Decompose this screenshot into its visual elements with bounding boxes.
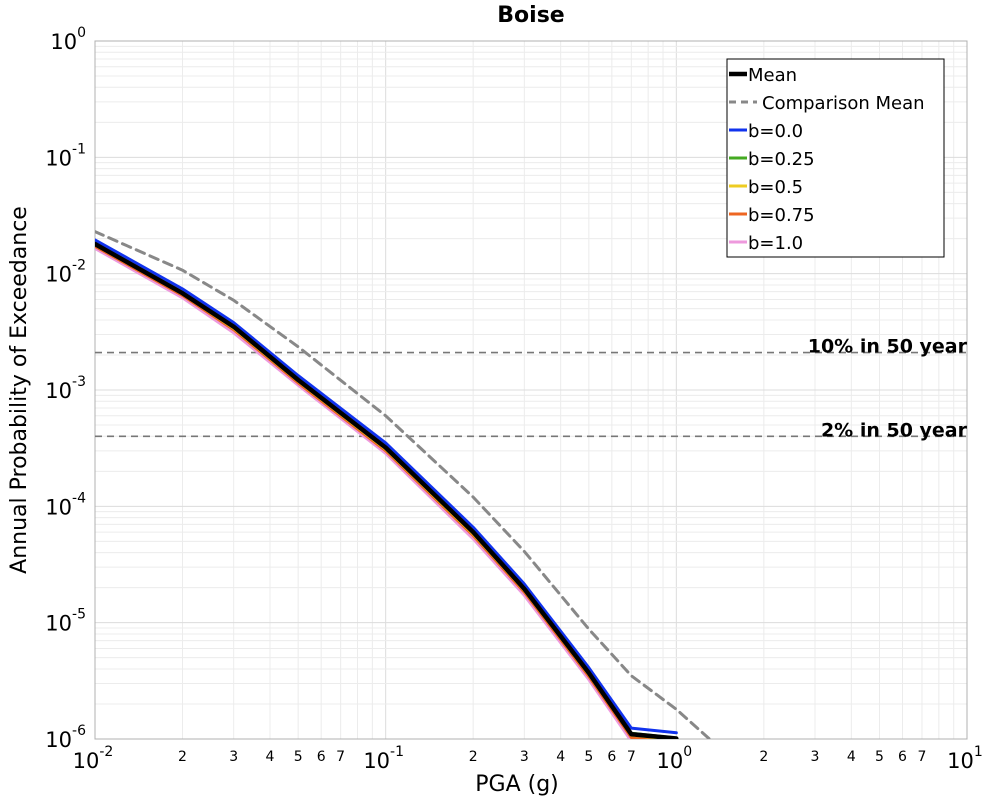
x-minor-tick-label: 2 xyxy=(178,749,187,765)
x-minor-tick-label: 6 xyxy=(898,749,907,765)
y-major-tick-label: 10-6 xyxy=(45,723,86,752)
x-major-tick-label: 101 xyxy=(947,744,983,773)
x-minor-tick-label: 5 xyxy=(875,749,884,765)
legend-box xyxy=(726,58,945,258)
y-major-tick-label: 10-1 xyxy=(45,141,86,170)
y-major-tick-label: 10-3 xyxy=(45,374,86,403)
chart-title: Boise xyxy=(497,3,564,28)
legend-entry: Mean xyxy=(748,65,797,86)
y-axis-label: Annual Probability of Exceedance xyxy=(7,206,32,574)
x-minor-tick-label: 4 xyxy=(847,749,856,765)
y-major-tick-label: 10-2 xyxy=(45,258,86,287)
x-minor-tick-label: 7 xyxy=(336,749,345,765)
x-minor-tick-label: 5 xyxy=(294,749,303,765)
x-minor-tick-label: 6 xyxy=(607,749,616,765)
series-line-mean xyxy=(95,241,679,739)
x-major-tick-label: 10-2 xyxy=(73,744,114,773)
series-line-b-1-0 xyxy=(95,246,632,739)
x-minor-tick-label: 4 xyxy=(266,749,275,765)
series-line-b-0-0 xyxy=(95,238,678,735)
x-minor-tick-label: 5 xyxy=(584,749,593,765)
x-minor-tick-label: 7 xyxy=(627,749,636,765)
plot-area xyxy=(94,40,968,740)
reference-line-label: 2% in 50 year xyxy=(821,419,968,441)
x-major-tick-label: 10-1 xyxy=(363,744,404,773)
legend-entry: b=0.0 xyxy=(748,121,803,142)
reference-lines: 10% in 50 year 2% in 50 year xyxy=(95,336,968,441)
x-minor-tick-label: 4 xyxy=(556,749,565,765)
x-minor-tick-label: 2 xyxy=(759,749,768,765)
x-major-tick-label: 100 xyxy=(657,744,693,773)
y-major-tick-label: 100 xyxy=(50,25,86,54)
legend-entry: b=0.25 xyxy=(748,149,815,170)
x-minor-tick-label: 2 xyxy=(469,749,478,765)
reference-line-label: 10% in 50 year xyxy=(808,336,968,358)
legend-entry: Comparison Mean xyxy=(762,93,925,114)
grid xyxy=(95,41,967,739)
legend-entry: b=0.5 xyxy=(748,177,803,198)
series-line-comparison-mean xyxy=(95,230,711,739)
legend-entry: b=0.75 xyxy=(748,205,815,226)
legend-entry: b=1.0 xyxy=(748,233,803,254)
y-major-tick-label: 10-5 xyxy=(45,607,86,636)
x-axis-label: PGA (g) xyxy=(475,772,559,797)
y-major-tick-label: 10-4 xyxy=(45,490,86,519)
x-minor-tick-label: 6 xyxy=(317,749,326,765)
legend: Mean Comparison Mean b=0.0 b=0.25 b=0.5 b=0.7… xyxy=(726,58,945,258)
x-minor-tick-label: 3 xyxy=(229,749,238,765)
x-minor-tick-label: 7 xyxy=(918,749,927,765)
x-minor-tick-label: 3 xyxy=(811,749,820,765)
x-minor-tick-label: 3 xyxy=(520,749,529,765)
series-lines xyxy=(95,230,711,739)
